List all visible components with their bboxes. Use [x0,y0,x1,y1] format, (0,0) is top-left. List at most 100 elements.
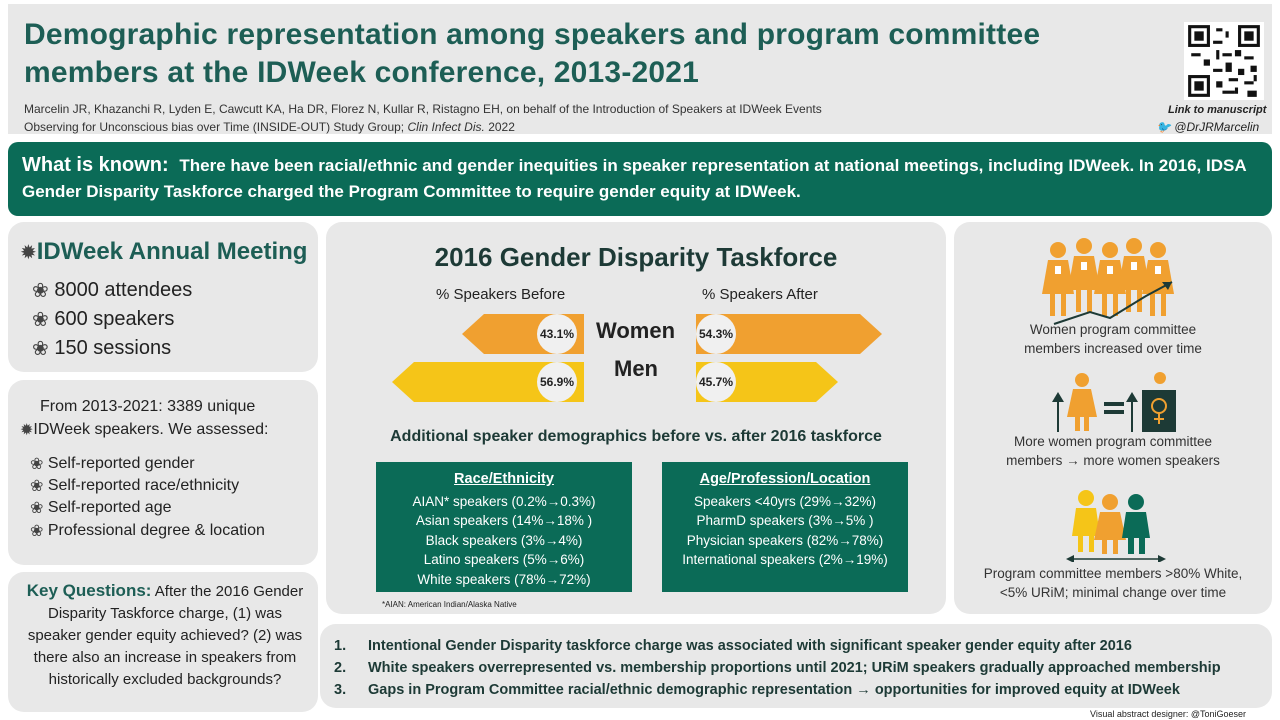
men-before-value: 56.9% [537,362,577,402]
virus-icon: ✹ [20,242,37,265]
meeting-item: ❀ 150 sessions [32,336,171,361]
virus-icon: ❀ [30,523,44,540]
virus-icon: ❀ [30,478,44,495]
before-label: % Speakers Before [436,286,566,303]
conclusion-number: 1. [334,638,347,654]
race-row: Black speakers (3%→4%) [425,532,583,548]
key-questions: Key Questions: After the 2016 Gender Dis… [24,580,306,691]
twitter-bird-icon: 🐦 [1156,120,1171,134]
age-row: PharmD speakers (3%→5% ) [696,513,874,528]
speakers-item: ❀ Self-reported race/ethnicity [30,476,239,496]
manuscript-link[interactable]: Link to manuscript [1168,104,1267,116]
conclusion-number: 3. [334,682,347,698]
key-questions-panel: Key Questions: After the 2016 Gender Dis… [8,572,318,712]
speakers-panel: From 2013-2021: 3389 unique ✹IDWeek spea… [8,380,318,565]
citation: Observing for Unconscious bias over Time… [24,118,1124,136]
after-label: % Speakers After [702,286,818,303]
journal-name: Clin Infect Dis. [407,120,485,134]
women-after-value: 54.3% [696,314,736,354]
study-group: Observing for Unconscious bias over Time… [24,120,405,134]
women-group-icon [1042,238,1174,316]
conclusion-text: Intentional Gender Disparity taskforce c… [368,638,1132,654]
virus-icon: ❀ [32,338,49,360]
age-profession-box: Age/Profession/Location Speakers <40yrs … [662,462,908,592]
race-row: AIAN* speakers (0.2%→0.3%) [412,493,596,509]
speakers-intro-2-text: IDWeek speakers. We assessed: [33,421,269,439]
taskforce-title: 2016 Gender Disparity Taskforce [434,242,838,272]
caption-line: Women program committee [1029,322,1197,337]
aian-footnote: *AIAN: American Indian/Alaska Native [382,600,517,609]
race-ethnicity-box: Race/Ethnicity AIAN* speakers (0.2%→0.3%… [376,462,632,592]
speakers-intro: From 2013-2021: 3389 unique [40,398,256,415]
speakers-intro-2: ✹IDWeek speakers. We assessed: [20,420,268,440]
what-is-known-banner: What is known: There have been racial/et… [8,142,1272,216]
speakers-item: ❀ Self-reported age [30,498,172,518]
women-before-value: 43.1% [537,314,577,354]
virus-icon: ❀ [30,456,44,473]
committee-caption-2: More women program committee members → m… [954,432,1272,470]
virus-icon: ❀ [32,280,49,302]
age-row: International speakers (2%→19%) [682,552,888,567]
committee-caption-1: Women program committee members increase… [954,320,1272,358]
speakers-item-text: Professional degree & location [47,522,265,540]
men-after-value: 45.7% [696,362,736,402]
women-after-shape [696,314,882,354]
meeting-item-text: 150 sessions [54,336,172,359]
age-profession-title: Age/Profession/Location [699,471,871,487]
twitter-handle[interactable]: 🐦 @DrJRMarcelin [1156,120,1259,134]
age-row: Physician speakers (82%→78%) [686,532,884,548]
author-list: Marcelin JR, Khazanchi R, Lyden E, Cawcu… [24,102,822,116]
committee-members-icon [1066,490,1166,562]
citation-year: 2022 [488,120,515,134]
conclusion-item: 2. White speakers overrepresented vs. mem… [334,660,1221,676]
meeting-item-text: 600 speakers [54,307,175,330]
women-equality-icon [1052,372,1176,432]
key-questions-text: After the 2016 Gender Disparity Taskforc… [27,583,304,688]
conclusion-text: White speakers overrepresented vs. membe… [368,660,1221,676]
conclusions-panel: 1. Intentional Gender Disparity taskforce… [320,624,1272,708]
twitter-handle-text: @DrJRMarcelin [1174,120,1260,134]
caption-line: members → more women speakers [1006,453,1220,468]
caption-line: More women program committee [1013,434,1213,449]
conclusion-text: Gaps in Program Committee racial/ethnic … [368,682,1180,698]
page-title: Demographic representation among speaker… [24,18,1041,89]
designer-credit: Visual abstract designer: @ToniGoeser [1090,709,1247,719]
women-after-arrow [696,314,882,354]
virus-icon: ✹ [20,422,34,439]
caption-line: members increased over time [1024,341,1202,356]
speakers-item: ❀ Self-reported gender [30,454,195,474]
qr-code[interactable] [1184,22,1264,100]
virus-icon: ❀ [30,500,44,517]
speakers-item-text: Self-reported age [47,499,172,517]
what-is-known-text: There have been racial/ethnic and gender… [22,156,1246,201]
caption-line: <5% URiM; minimal change over time [999,585,1227,600]
committee-panel: Women program committee members increase… [954,222,1272,614]
race-row: White speakers (78%→72%) [417,571,591,587]
conclusion-item: 1. Intentional Gender Disparity taskforce… [334,638,1132,654]
race-row: Latino speakers (5%→6%) [423,552,585,567]
meeting-panel: ✹IDWeek Annual Meeting ❀ 8000 attendees … [8,222,318,372]
caption-line: Program committee members >80% White, [983,566,1243,581]
meeting-title-text: IDWeek Annual Meeting [36,238,308,265]
age-row: Speakers <40yrs (29%→32%) [694,493,876,509]
men-before-shape [392,362,584,402]
committee-caption-3: Program committee members >80% White, <5… [954,564,1272,602]
virus-icon: ❀ [32,309,49,331]
meeting-item: ❀ 600 speakers [32,307,174,332]
meeting-item-text: 8000 attendees [54,278,193,301]
conclusion-number: 2. [334,660,347,676]
conclusion-item: 3. Gaps in Program Committee racial/ethni… [334,682,1180,698]
speakers-item-text: Self-reported race/ethnicity [47,477,240,495]
speakers-item: ❀ Professional degree & location [30,521,265,541]
women-label: Women [596,318,676,343]
men-label: Men [614,356,658,381]
rising-trend-icon [1053,281,1173,325]
taskforce-panel: 2016 Gender Disparity Taskforce % Speake… [326,222,946,614]
race-ethnicity-title: Race/Ethnicity [454,471,554,487]
meeting-item: ❀ 8000 attendees [32,278,192,303]
men-before-arrow [392,362,584,402]
additional-demographics-title: Additional speaker demographics before v… [390,428,882,445]
speakers-item-text: Self-reported gender [47,455,195,473]
race-row: Asian speakers (14%→18% ) [415,513,593,528]
key-questions-label: Key Questions: [26,581,152,600]
